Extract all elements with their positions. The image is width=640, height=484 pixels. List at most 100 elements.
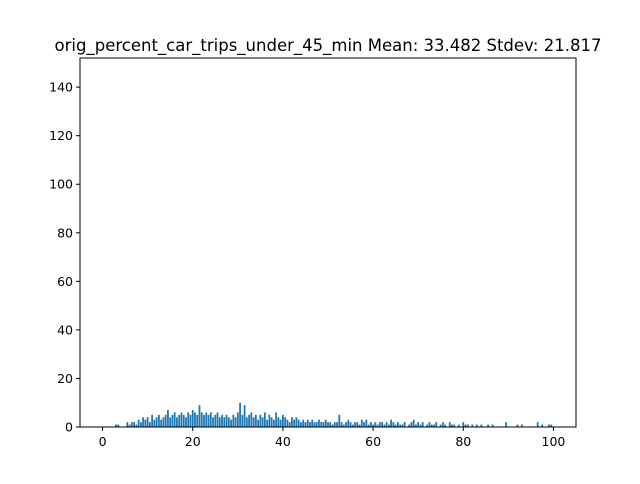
- histogram-bar-78: [297, 419, 300, 427]
- histogram-bar-98: [342, 424, 345, 427]
- histogram-bar-85: [313, 422, 316, 427]
- histogram-bar-143: [453, 424, 456, 427]
- histogram-bar-134: [428, 422, 431, 427]
- histogram-bar-36: [203, 414, 205, 427]
- histogram-bar-26: [180, 412, 183, 427]
- histogram-bar-7: [137, 419, 140, 427]
- x-tick-label-40: 40: [275, 434, 291, 449]
- histogram-bar-106: [360, 419, 363, 427]
- histogram-bar-69: [277, 417, 280, 427]
- histogram-bar-24: [176, 417, 178, 427]
- histogram-bar-61: [259, 414, 262, 427]
- histogram-bar-18: [162, 417, 165, 427]
- histogram-bar-39: [209, 412, 212, 427]
- histogram-bar-79: [300, 422, 302, 427]
- histogram-bar-3: [128, 424, 131, 427]
- histogram-bar-8: [139, 422, 142, 427]
- histogram-bar-154: [516, 424, 519, 427]
- histogram-bar-159: [550, 424, 553, 427]
- x-tick-label-80: 80: [455, 434, 471, 449]
- histogram-bar-130: [417, 422, 420, 427]
- histogram-bar-38: [207, 414, 210, 427]
- histogram-bar-44: [221, 414, 223, 427]
- histogram-bar-118: [387, 424, 390, 427]
- histogram-bar-107: [363, 422, 365, 427]
- histogram-bar-75: [291, 417, 293, 427]
- histogram-bar-30: [189, 414, 192, 427]
- histogram-bar-13: [151, 414, 154, 427]
- histogram-bar-94: [333, 422, 336, 427]
- histogram-bar-89: [322, 422, 325, 427]
- histogram-bar-115: [381, 422, 384, 427]
- histogram-bar-29: [187, 412, 190, 427]
- histogram-bar-0: [115, 424, 117, 427]
- histogram-bar-57: [250, 412, 253, 427]
- histogram-bar-129: [415, 424, 417, 427]
- histogram-bar-88: [320, 422, 323, 427]
- histogram-bar-92: [329, 422, 332, 427]
- histogram-bar-126: [408, 424, 411, 427]
- histogram-bar-68: [275, 412, 278, 427]
- histogram-bar-67: [272, 419, 275, 427]
- histogram-bar-48: [230, 419, 232, 427]
- histogram-bar-119: [390, 419, 393, 427]
- histogram-bar-45: [223, 417, 226, 427]
- histogram-bar-124: [401, 424, 404, 427]
- bars-group: [115, 402, 553, 427]
- histogram-bar-87: [318, 419, 320, 427]
- histogram-bar-58: [252, 417, 255, 427]
- histogram-bar-128: [412, 419, 415, 427]
- histogram-bar-33: [196, 414, 199, 427]
- histogram-bar-40: [212, 417, 214, 427]
- histogram-bar-127: [410, 422, 413, 427]
- histogram-bar-83: [309, 422, 311, 427]
- histogram-bar-117: [385, 422, 388, 427]
- histogram-bar-62: [261, 417, 264, 427]
- histogram-bar-54: [243, 405, 246, 427]
- histogram-bar-102: [351, 424, 354, 427]
- histogram-bar-59: [254, 414, 257, 427]
- y-tick-label-20: 20: [57, 371, 73, 386]
- histogram-bar-104: [356, 422, 359, 427]
- histogram-bar-12: [148, 422, 151, 427]
- histogram-bar-23: [173, 412, 176, 427]
- histogram-bar-14: [153, 419, 156, 427]
- histogram-bar-116: [383, 424, 386, 427]
- histogram-bar-136: [433, 424, 435, 427]
- histogram-bar-22: [171, 414, 174, 427]
- y-tick-label-100: 100: [49, 177, 73, 192]
- histogram-bar-158: [548, 424, 550, 427]
- histogram-bar-71: [282, 414, 284, 427]
- histogram-bar-157: [541, 424, 544, 427]
- histogram-bar-52: [239, 402, 241, 427]
- histogram-bar-43: [218, 417, 221, 427]
- histogram-bar-41: [214, 414, 217, 427]
- y-tick-label-40: 40: [57, 322, 73, 337]
- histogram-bar-144: [457, 424, 460, 427]
- histogram-bar-100: [347, 419, 350, 427]
- histogram-bar-6: [135, 424, 138, 427]
- histogram-bar-140: [444, 424, 447, 427]
- histogram-bar-146: [464, 424, 467, 427]
- y-tick-label-140: 140: [49, 80, 73, 95]
- histogram-bar-31: [191, 410, 194, 427]
- histogram-bar-149: [475, 424, 478, 427]
- histogram-bar-70: [279, 419, 282, 427]
- histogram-bar-99: [345, 422, 347, 427]
- histogram-bar-55: [245, 417, 248, 427]
- histogram-bar-25: [178, 414, 181, 427]
- histogram-bar-132: [421, 422, 424, 427]
- histogram-bar-65: [268, 414, 271, 427]
- x-tick-label-20: 20: [185, 434, 201, 449]
- histogram-bar-123: [399, 424, 402, 427]
- histogram-bar-93: [331, 424, 334, 427]
- histogram-bar-27: [182, 414, 185, 427]
- histogram-bar-20: [167, 410, 169, 427]
- x-tick-label-0: 0: [99, 434, 107, 449]
- histogram-bar-21: [169, 417, 172, 427]
- histogram-bar-121: [394, 424, 397, 427]
- histogram-bar-10: [144, 419, 147, 427]
- histogram-bar-5: [133, 422, 136, 427]
